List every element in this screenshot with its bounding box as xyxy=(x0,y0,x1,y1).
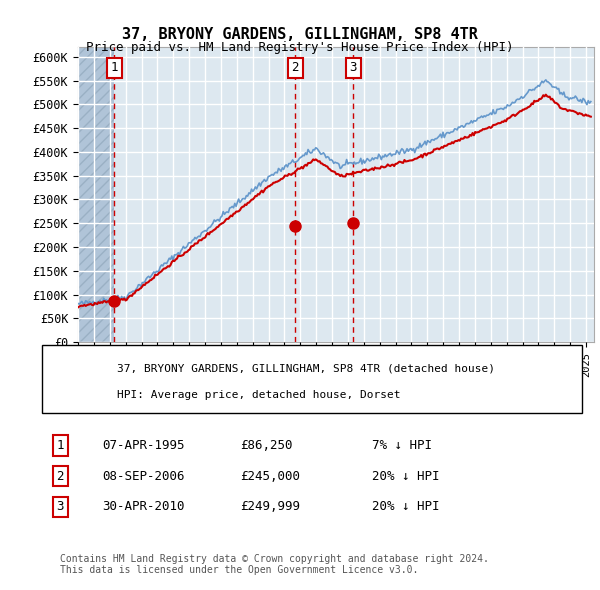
Text: Price paid vs. HM Land Registry's House Price Index (HPI): Price paid vs. HM Land Registry's House … xyxy=(86,41,514,54)
Text: 37, BRYONY GARDENS, GILLINGHAM, SP8 4TR: 37, BRYONY GARDENS, GILLINGHAM, SP8 4TR xyxy=(122,27,478,41)
Text: Contains HM Land Registry data © Crown copyright and database right 2024.
This d: Contains HM Land Registry data © Crown c… xyxy=(60,553,489,575)
Text: 07-APR-1995: 07-APR-1995 xyxy=(102,439,185,452)
Text: 1: 1 xyxy=(56,439,64,452)
Text: 7% ↓ HPI: 7% ↓ HPI xyxy=(372,439,432,452)
Text: 37, BRYONY GARDENS, GILLINGHAM, SP8 4TR (detached house): 37, BRYONY GARDENS, GILLINGHAM, SP8 4TR … xyxy=(117,364,495,373)
Text: 2: 2 xyxy=(292,61,299,74)
Text: HPI: Average price, detached house, Dorset: HPI: Average price, detached house, Dors… xyxy=(117,391,401,400)
Text: 3: 3 xyxy=(349,61,357,74)
Bar xyxy=(78,47,114,342)
Text: 20% ↓ HPI: 20% ↓ HPI xyxy=(372,470,439,483)
Text: 08-SEP-2006: 08-SEP-2006 xyxy=(102,470,185,483)
Text: £86,250: £86,250 xyxy=(240,439,293,452)
Text: 2: 2 xyxy=(56,470,64,483)
Text: £245,000: £245,000 xyxy=(240,470,300,483)
Text: 20% ↓ HPI: 20% ↓ HPI xyxy=(372,500,439,513)
Text: 1: 1 xyxy=(110,61,118,74)
Text: £249,999: £249,999 xyxy=(240,500,300,513)
Text: 3: 3 xyxy=(56,500,64,513)
Text: 30-APR-2010: 30-APR-2010 xyxy=(102,500,185,513)
